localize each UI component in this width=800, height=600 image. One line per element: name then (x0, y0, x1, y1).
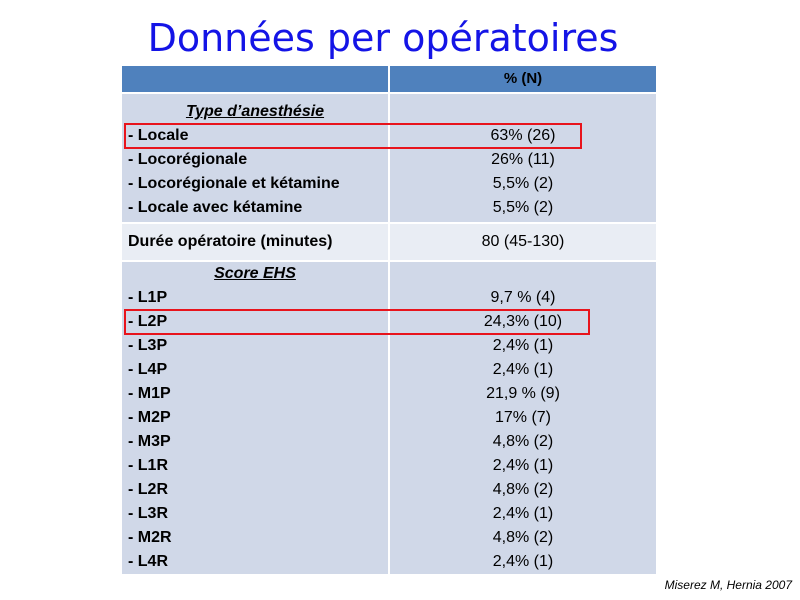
row-label: - L4P (128, 361, 168, 378)
row-value: 24,3% (10) (483, 313, 563, 330)
anesthesia-heading: Type d’anesthésie (185, 103, 325, 120)
duration-right-cell (390, 224, 656, 260)
row-label: - M1P (128, 385, 171, 402)
ehs-heading: Score EHS (214, 265, 296, 282)
row-label: - L1R (128, 457, 168, 474)
table-header-row: % (N) (122, 66, 656, 92)
header-cell-percent: % (N) (390, 66, 656, 92)
duration-section: Durée opératoire (minutes) 80 (45-130) (122, 224, 656, 260)
row-value: 63% (26) (490, 127, 556, 144)
row-value: 5,5% (2) (492, 175, 554, 192)
highlight-box (124, 123, 582, 149)
ehs-section: Score EHS - L1P 9,7 % (4) - L2P 24,3% (10) -… (122, 262, 656, 574)
highlight-box (124, 309, 590, 335)
row-value: 4,8% (2) (492, 433, 554, 450)
row-value: 9,7 % (4) (490, 289, 556, 306)
row-label: - L4R (128, 553, 168, 570)
anesthesia-left-cell (122, 94, 388, 222)
row-value: 21,9 % (9) (486, 385, 560, 402)
duration-label: Durée opératoire (minutes) (128, 233, 333, 250)
row-value: 2,4% (1) (492, 457, 554, 474)
row-label: - M3P (128, 433, 171, 450)
data-table: % (N) Type d’anesthésie - Locale 63% (26)… (122, 66, 656, 574)
ehs-right-cell (390, 262, 656, 574)
row-label: - Locale (128, 127, 189, 144)
row-value: 4,8% (2) (492, 481, 554, 498)
slide-title: Données per opératoires (147, 16, 619, 60)
header-cell-empty (122, 66, 388, 92)
row-label: - Locale avec kétamine (128, 199, 303, 216)
row-label: - L3R (128, 505, 168, 522)
row-label: - L2R (128, 481, 168, 498)
duration-value: 80 (45-130) (481, 233, 565, 250)
row-value: 2,4% (1) (492, 361, 554, 378)
row-label: - L1P (128, 289, 168, 306)
duration-left-cell (122, 224, 388, 260)
row-value: 2,4% (1) (492, 553, 554, 570)
citation: Miserez M, Hernia 2007 (664, 578, 792, 592)
row-value: 17% (7) (494, 409, 552, 426)
row-label: - Locorégionale (128, 151, 248, 168)
row-label: - L3P (128, 337, 168, 354)
ehs-left-cell (122, 262, 388, 574)
anesthesia-section: Type d’anesthésie - Locale 63% (26) - Loco… (122, 94, 656, 222)
row-value: 2,4% (1) (492, 505, 554, 522)
anesthesia-right-cell (390, 94, 656, 222)
row-value: 4,8% (2) (492, 529, 554, 546)
row-value: 5,5% (2) (492, 199, 554, 216)
row-label: - Locorégionale et kétamine (128, 175, 340, 192)
row-value: 2,4% (1) (492, 337, 554, 354)
row-label: - M2R (128, 529, 172, 546)
row-label: - M2P (128, 409, 171, 426)
row-label: - L2P (128, 313, 168, 330)
row-value: 26% (11) (491, 151, 555, 168)
